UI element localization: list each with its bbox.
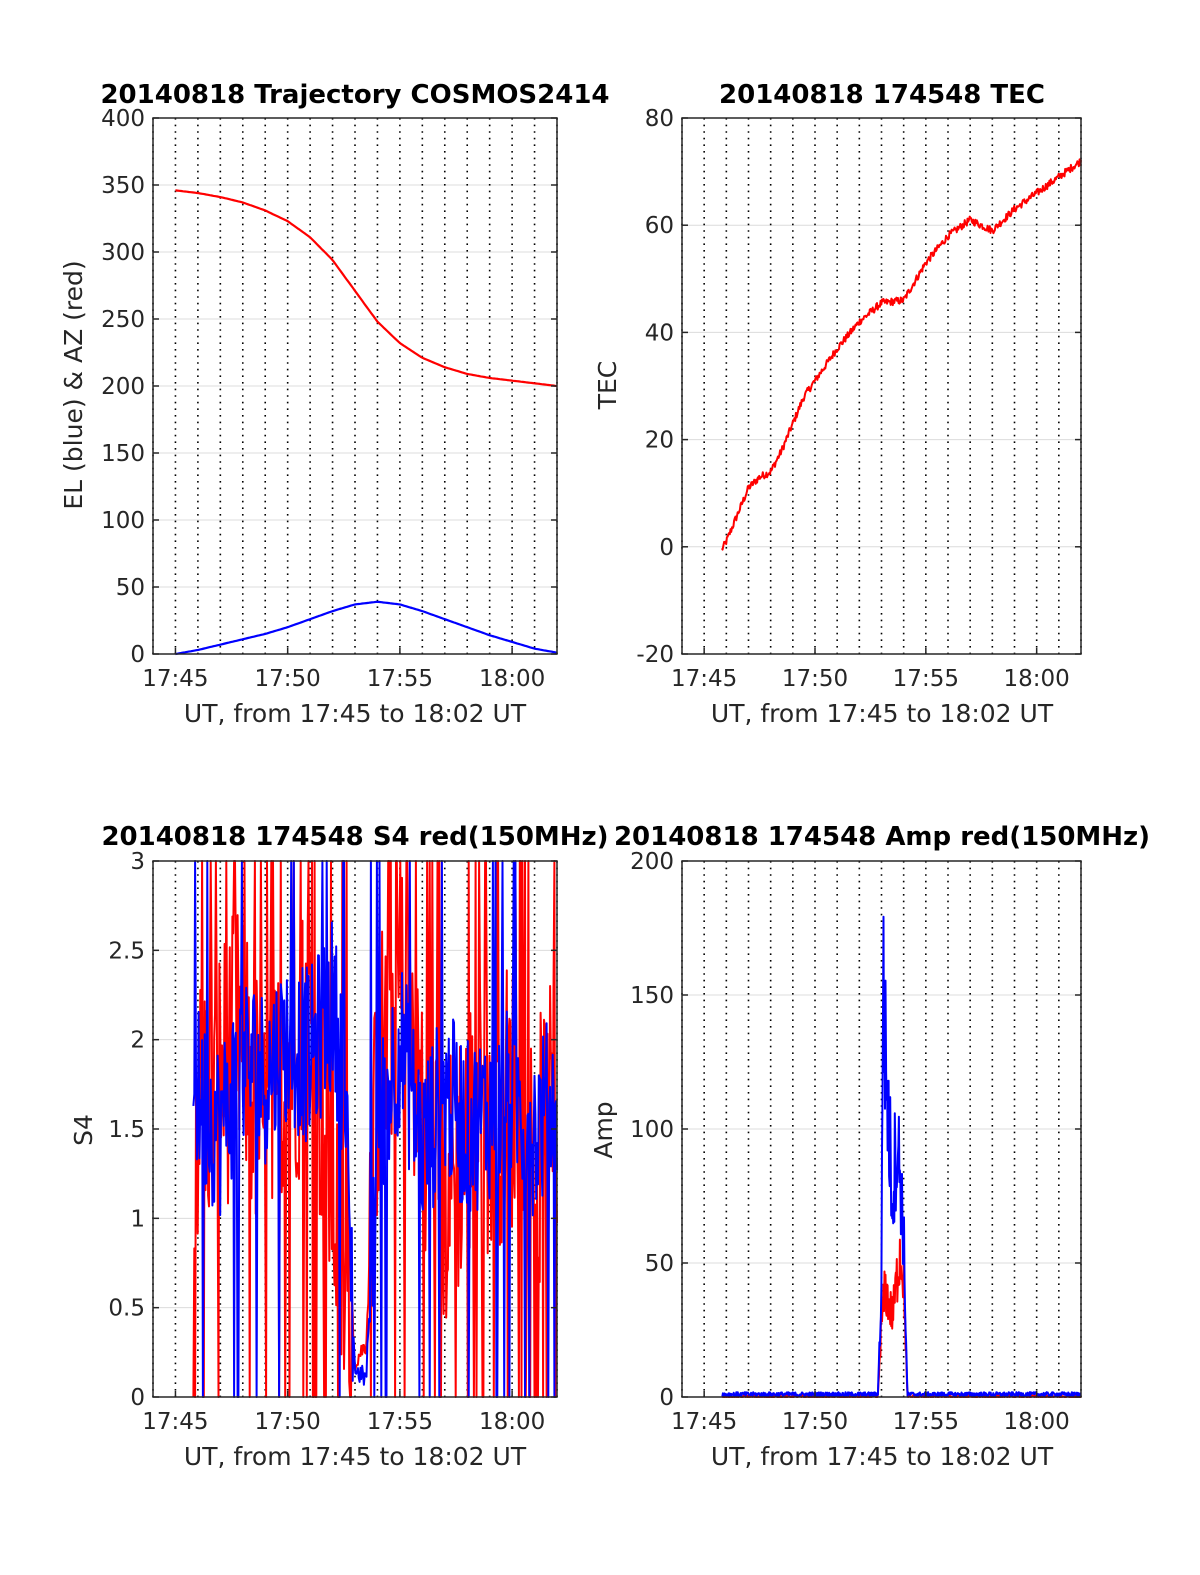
plot-area: 0 50 100 150 200 17:45 17:50 17:55 18:00 [630, 849, 1082, 1435]
y-tick-label: 400 [101, 106, 145, 132]
x-tick-label: 17:50 [782, 666, 848, 692]
series-line-red [721, 158, 1082, 551]
y-axis-label: Amp [589, 1101, 618, 1158]
x-tick-label: 18:00 [1004, 666, 1070, 692]
y-tick-label: 50 [116, 575, 145, 601]
x-tick-label: 17:55 [893, 1409, 959, 1435]
y-axis-label: EL (blue) & AZ (red) [59, 260, 88, 509]
y-tick-label: 350 [101, 173, 145, 199]
x-tick-label: 17:55 [893, 666, 959, 692]
x-tick-label: 17:50 [255, 666, 321, 692]
x-tick-label: 17:50 [255, 1409, 321, 1435]
y-tick-label: 200 [101, 374, 145, 400]
y-tick-label: 0 [659, 535, 674, 561]
y-tick-label: 0 [130, 1385, 145, 1411]
y-tick-label: 2.5 [108, 938, 145, 964]
chart-title: 20140818 Trajectory COSMOS2414 [100, 80, 609, 110]
x-axis-label: UT, from 17:45 to 18:02 UT [711, 699, 1054, 728]
y-axis-label: TEC [593, 361, 622, 411]
y-tick-label: 40 [645, 320, 674, 346]
y-tick-label: 50 [645, 1251, 674, 1277]
y-tick-label: -20 [636, 642, 674, 668]
y-tick-label: 0.5 [108, 1296, 145, 1322]
y-tick-label: 100 [101, 508, 145, 534]
plot-area: 0 50 100 150 200 250 300 350 400 17:45 17:50 17:55 1… [101, 106, 558, 692]
x-tick-label: 17:50 [782, 1409, 848, 1435]
plot-area: 0 0.5 1 1.5 2 2.5 3 17:45 17:50 17:55 18:00 [108, 849, 558, 1435]
panel-trajectory: 20140818 Trajectory COSMOS2414 EL (blue)… [59, 80, 610, 728]
x-tick-label: 17:45 [142, 666, 208, 692]
y-tick-label: 100 [630, 1117, 674, 1143]
y-tick-label: 1.5 [108, 1117, 145, 1143]
y-tick-label: 80 [645, 106, 674, 132]
panel-amp: 20140818 174548 Amp red(150MHz) Amp UT, … [589, 822, 1150, 1471]
series-line-red [175, 189, 558, 388]
x-axis-label: UT, from 17:45 to 18:02 UT [184, 699, 527, 728]
y-tick-label: 1 [130, 1206, 145, 1232]
chart-title: 20140818 174548 TEC [719, 80, 1045, 110]
y-tick-label: 0 [130, 642, 145, 668]
y-tick-label: 60 [645, 213, 674, 239]
y-tick-label: 2 [130, 1028, 145, 1054]
series-line-blue [175, 600, 558, 656]
x-tick-label: 17:45 [142, 1409, 208, 1435]
x-axis-label: UT, from 17:45 to 18:02 UT [184, 1442, 527, 1471]
y-tick-label: 250 [101, 307, 145, 333]
axes-box [681, 117, 1082, 655]
panel-tec: 20140818 174548 TEC TEC UT, from 17:45 t… [593, 80, 1082, 728]
x-axis-label: UT, from 17:45 to 18:02 UT [711, 1442, 1054, 1471]
x-tick-label: 17:45 [671, 666, 737, 692]
y-tick-label: 0 [659, 1385, 674, 1411]
x-tick-label: 18:00 [1004, 1409, 1070, 1435]
x-tick-label: 17:45 [671, 1409, 737, 1435]
chart-title: 20140818 174548 Amp red(150MHz) [614, 822, 1150, 852]
x-tick-label: 17:55 [367, 666, 433, 692]
y-tick-label: 20 [645, 428, 674, 454]
x-tick-label: 18:00 [479, 666, 545, 692]
plot-area: -20 0 20 40 60 80 17:45 17:50 17:55 18:00 [636, 106, 1082, 692]
panel-s4: 20140818 174548 S4 red(150MHz) S4 UT, fr… [69, 822, 609, 1471]
y-tick-label: 3 [130, 849, 145, 875]
y-tick-label: 150 [101, 441, 145, 467]
y-tick-label: 300 [101, 240, 145, 266]
y-axis-label: S4 [69, 1114, 98, 1146]
x-tick-label: 18:00 [479, 1409, 545, 1435]
series-line-blue [721, 915, 1082, 1398]
chart-title: 20140818 174548 S4 red(150MHz) [101, 822, 608, 852]
y-tick-label: 200 [630, 849, 674, 875]
x-tick-label: 17:55 [367, 1409, 433, 1435]
y-tick-label: 150 [630, 983, 674, 1009]
